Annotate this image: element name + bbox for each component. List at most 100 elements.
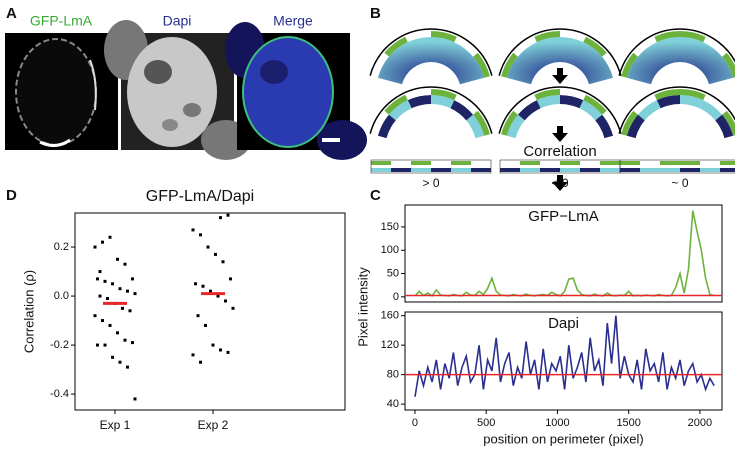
- data-point: [219, 348, 222, 352]
- strip-top: [411, 161, 431, 165]
- data-point: [201, 284, 205, 288]
- schematic-segment: [501, 52, 518, 78]
- x-tick-label: 500: [477, 417, 495, 429]
- strip-bottom: [391, 168, 411, 172]
- data-point: [194, 282, 197, 286]
- x-tick-label: Exp 2: [198, 418, 229, 432]
- panel-label: C: [370, 187, 381, 204]
- schematic-segment: [466, 114, 485, 139]
- data-point: [126, 289, 129, 293]
- data-point: [204, 323, 207, 327]
- y-tick-label: 50: [387, 267, 399, 279]
- schematic-segment: [431, 89, 457, 101]
- schematic-segment: [405, 89, 431, 101]
- schematic-label: < 0: [551, 176, 568, 190]
- data-point: [231, 306, 235, 310]
- strip-bottom: [371, 168, 391, 172]
- schematic-segment: [626, 114, 645, 139]
- schematic-segment: [384, 36, 408, 57]
- data-point: [226, 213, 230, 217]
- schematic-segment: [602, 110, 619, 136]
- schematic-segment: [699, 100, 723, 121]
- data-point: [226, 350, 230, 354]
- data-point: [108, 235, 112, 239]
- data-point: [133, 397, 137, 401]
- data-point: [128, 309, 132, 313]
- x-tick-label: Exp 1: [100, 418, 131, 432]
- schematic-segment: [517, 100, 541, 121]
- schematic-segment: [506, 37, 614, 85]
- arrow: [552, 175, 568, 191]
- data-point: [133, 292, 137, 296]
- data-point: [103, 279, 107, 283]
- schematic-segment: [431, 94, 455, 109]
- strip-bottom: [540, 168, 560, 172]
- strip-bottom: [700, 168, 720, 172]
- data-point: [196, 314, 200, 318]
- chart-title: GFP−LmA: [528, 208, 598, 225]
- schematic-title: Correlation: [523, 143, 596, 160]
- chart: Dapi 40 80 120 160 0 500 1000 1500 2000 position o…: [381, 310, 723, 446]
- data-point: [123, 338, 127, 342]
- schematic-segment: [633, 94, 657, 115]
- data-point: [121, 306, 124, 310]
- strip-bottom: [431, 168, 451, 172]
- strip-bottom: [720, 168, 735, 172]
- schematic-segment: [703, 94, 727, 115]
- strip-top: [371, 161, 391, 165]
- micrograph: [104, 20, 251, 160]
- schematic-segment: [431, 31, 457, 43]
- y-tick-label: 150: [381, 221, 399, 233]
- schematic-segment: [560, 31, 586, 43]
- x-axis-label: position on perimeter (pixel): [483, 431, 643, 446]
- schematic-segment: [579, 100, 603, 121]
- data-point: [211, 343, 215, 347]
- data-point: [216, 294, 220, 298]
- schematic-segment: [722, 52, 735, 78]
- data-point: [206, 245, 210, 249]
- data-point: [118, 360, 122, 364]
- strip-top: [700, 161, 720, 165]
- data-point: [191, 353, 195, 357]
- schematic-label: ~ 0: [671, 176, 688, 190]
- schematic-segment: [388, 100, 412, 121]
- strip-bottom: [560, 168, 580, 172]
- schematic-segment: [513, 36, 537, 57]
- schematic-segment: [621, 110, 638, 136]
- strip-top: [391, 161, 411, 165]
- strip-top: [600, 161, 620, 165]
- data-point: [96, 343, 99, 347]
- schematic-outline: [369, 28, 493, 76]
- schematic-segment: [405, 31, 431, 43]
- image-label: GFP-LmA: [30, 13, 93, 29]
- data-point: [131, 341, 134, 345]
- data-point: [106, 297, 109, 301]
- strip-top: [471, 161, 491, 165]
- schematic-segment: [595, 114, 614, 139]
- schematic-segment: [626, 37, 734, 85]
- schematic: [369, 28, 735, 191]
- schematic-segment: [372, 110, 389, 136]
- strip-top: [660, 161, 680, 165]
- schematic-segment: [654, 89, 680, 101]
- schematic-segment: [473, 110, 490, 136]
- schematic-segment: [407, 95, 431, 109]
- chart-title: GFP-LmA/Dapi: [146, 188, 254, 205]
- y-tick-label: 160: [381, 310, 399, 322]
- y-tick-label: 0: [393, 291, 399, 303]
- panel-label: A: [6, 5, 17, 22]
- data-point: [199, 360, 202, 364]
- schematic-segment: [536, 94, 560, 109]
- plot-frame: [74, 212, 346, 411]
- schematic-outline: [618, 28, 735, 76]
- data-point: [98, 294, 102, 298]
- schematic-segment: [654, 31, 680, 43]
- data-line: [414, 315, 715, 397]
- data-point: [101, 319, 104, 323]
- schematic-segment: [513, 94, 537, 115]
- plot-frame: [404, 311, 723, 411]
- schematic-segment: [680, 94, 704, 109]
- data-point: [111, 355, 114, 359]
- data-point: [131, 277, 134, 281]
